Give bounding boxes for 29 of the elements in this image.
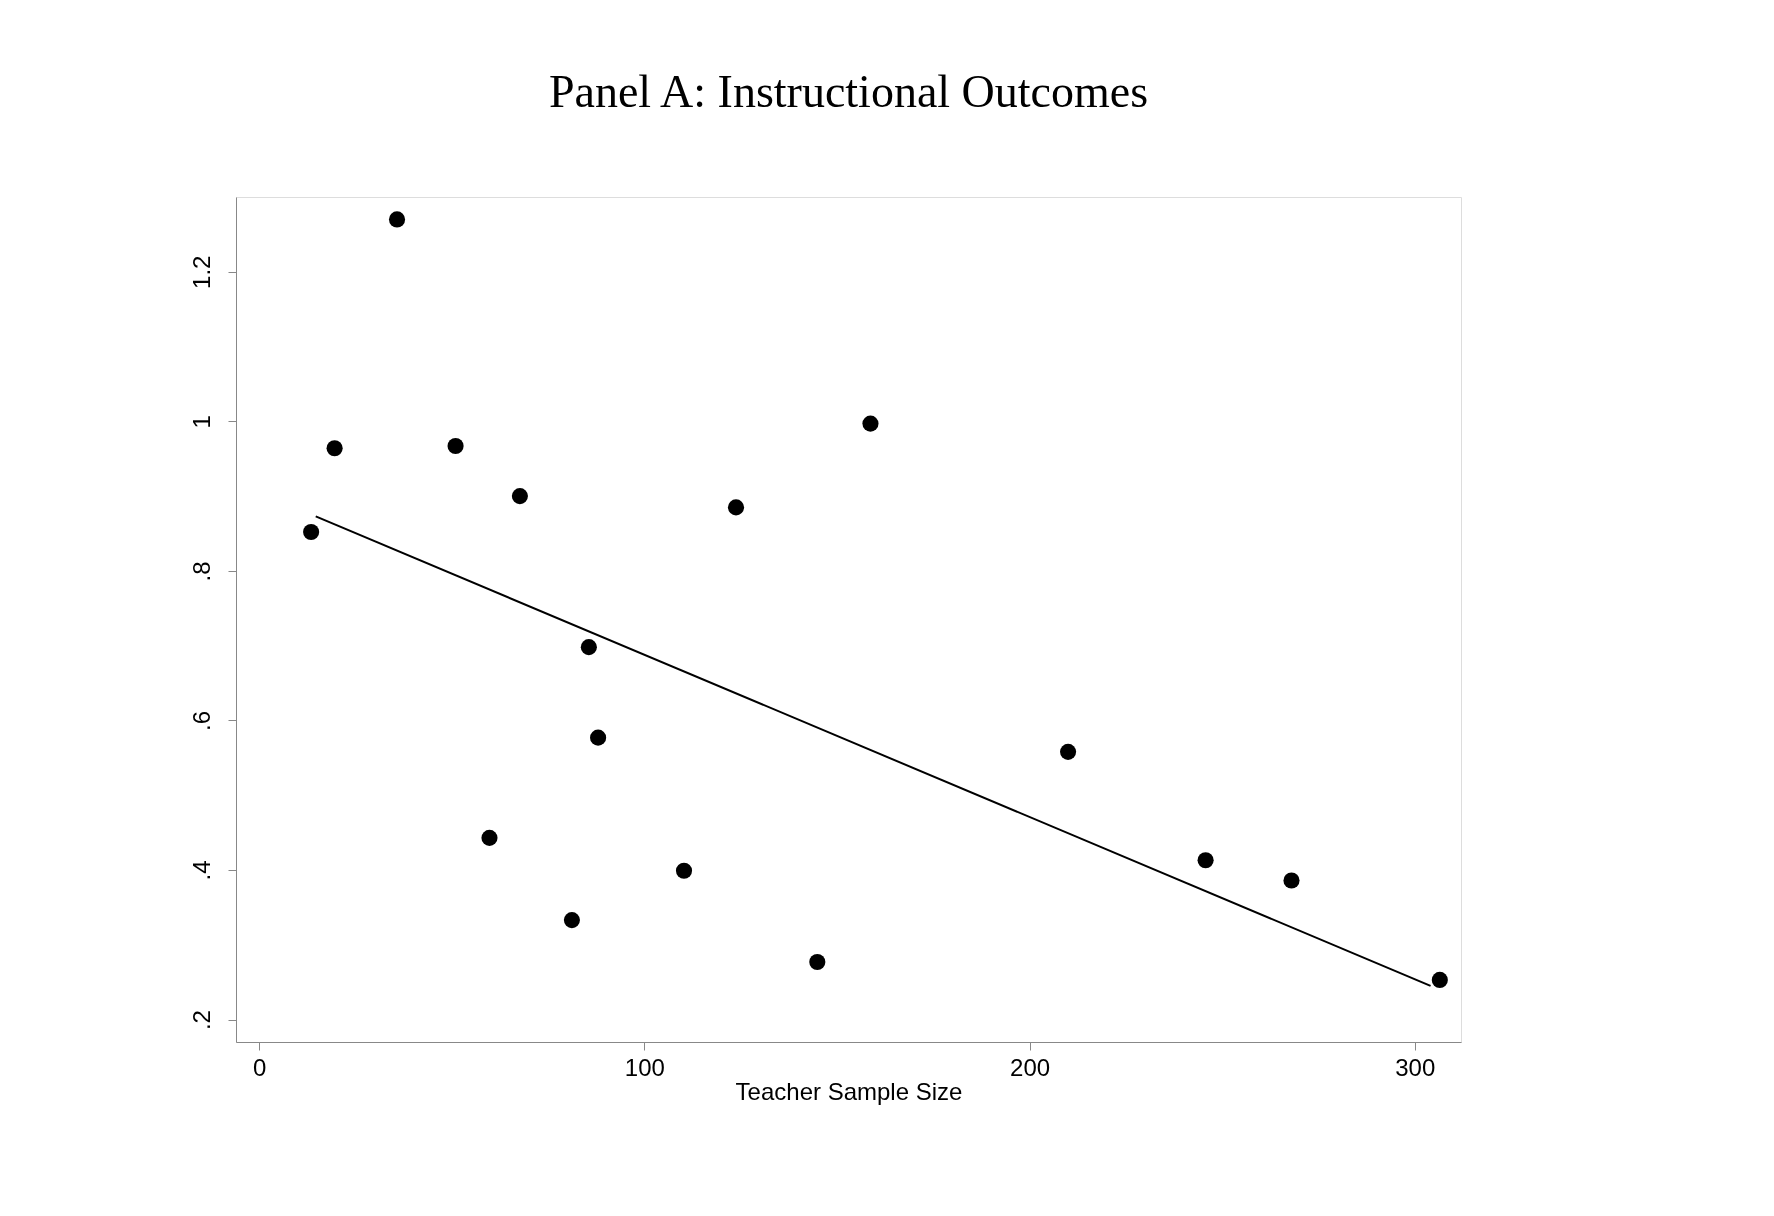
point bbox=[1197, 852, 1214, 869]
x-tick-label: 100 bbox=[624, 1053, 665, 1081]
point bbox=[511, 488, 528, 505]
point bbox=[563, 912, 580, 929]
point bbox=[809, 953, 826, 971]
y-tick-label: .4 bbox=[187, 860, 215, 881]
point bbox=[303, 523, 320, 541]
y-tick-label: .2 bbox=[187, 1010, 215, 1031]
x-axis-title: Teacher Sample Size bbox=[735, 1077, 963, 1105]
point bbox=[727, 499, 745, 516]
point bbox=[675, 862, 693, 879]
point bbox=[1060, 743, 1077, 760]
x-tick-label: 200 bbox=[1010, 1053, 1051, 1081]
y-tick-label: 1.2 bbox=[187, 255, 215, 289]
x-tick-label: 300 bbox=[1395, 1053, 1436, 1081]
chart-title: Panel A: Instructional Outcomes bbox=[548, 66, 1149, 117]
point bbox=[388, 211, 406, 228]
point bbox=[1283, 872, 1300, 889]
point bbox=[580, 639, 597, 656]
y-tick-label: .6 bbox=[187, 710, 215, 731]
x-tick-label: 0 bbox=[252, 1053, 267, 1081]
y-tick-label: .8 bbox=[187, 561, 215, 582]
point bbox=[481, 829, 498, 846]
point bbox=[326, 440, 343, 457]
point bbox=[862, 415, 879, 432]
point bbox=[1431, 971, 1448, 988]
y-tick-label: 1 bbox=[187, 415, 215, 429]
point bbox=[590, 729, 607, 746]
point bbox=[447, 437, 464, 455]
